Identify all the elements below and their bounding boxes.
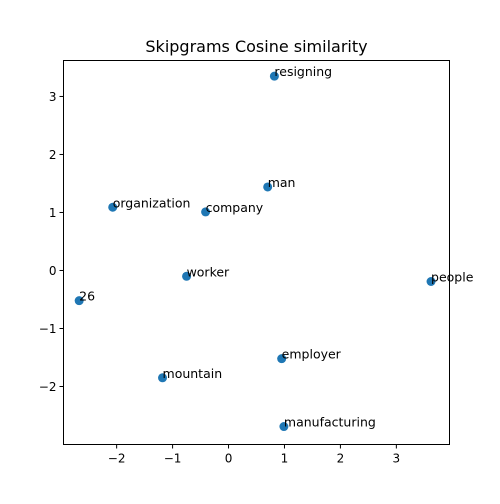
scatter-point [182,271,192,281]
point-label: man [268,175,296,190]
plot-frame [63,60,450,445]
point-labels: resigning man organization company worker peo… [79,64,474,429]
point-label: worker [187,264,230,279]
scatter-point [158,373,168,383]
point-label: employer [282,347,342,362]
y-tick-label: −2 [39,380,57,394]
point-label: organization [113,195,191,210]
scatter-point [279,422,289,432]
x-tick-label: −2 [108,452,126,466]
data-points [74,71,436,432]
scatter-point [277,354,287,364]
y-axis: −2 −1 0 1 2 3 [39,90,64,394]
y-tick-label: −1 [39,322,57,336]
y-tick-label: 2 [49,148,57,162]
scatter-point [108,202,118,212]
y-tick-label: 1 [49,206,57,220]
point-label: mountain [163,366,223,381]
x-tick-label: 3 [393,452,401,466]
scatter-point [74,296,84,306]
point-label: company [206,200,264,215]
x-axis: −2 −1 0 1 2 3 [108,444,401,466]
scatter-point [426,277,436,287]
point-label: 26 [79,289,95,304]
x-tick-label: 0 [225,452,233,466]
point-label: resigning [274,64,332,79]
scatter-point [201,207,211,217]
y-tick-label: 3 [49,90,57,104]
chart-title: Skipgrams Cosine similarity [145,37,367,56]
scatter-point [263,182,273,192]
x-tick-label: 2 [337,452,345,466]
scatter-point [269,71,279,81]
y-tick-label: 0 [49,264,57,278]
point-label: manufacturing [284,415,376,430]
point-label: people [431,270,474,285]
x-tick-label: 1 [281,452,289,466]
x-tick-label: −1 [164,452,182,466]
